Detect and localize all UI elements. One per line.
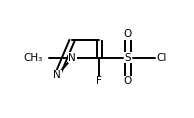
Text: S: S [125,53,131,63]
Text: N: N [68,53,76,63]
Text: O: O [124,29,132,39]
Text: N: N [54,70,61,80]
Text: CH₃: CH₃ [23,53,42,63]
Text: F: F [96,76,102,86]
Text: Cl: Cl [157,53,167,63]
Text: O: O [124,76,132,86]
